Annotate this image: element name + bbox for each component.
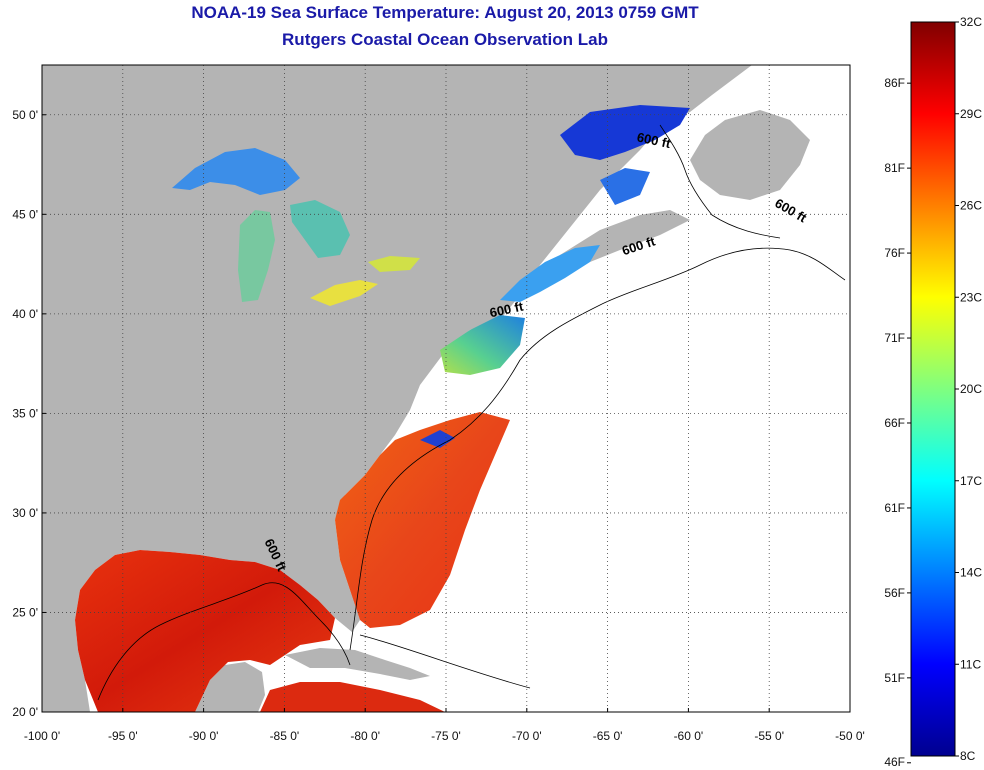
colorbar [910, 21, 956, 757]
sst-gulf-of-maine [500, 245, 600, 302]
lon-tick-label: -50 0' [835, 729, 865, 743]
sst-caribbean [260, 682, 445, 712]
sst-gulf-st-lawrence [560, 105, 690, 160]
lat-tick-label: 30 0' [12, 506, 38, 520]
lake-erie [310, 280, 378, 306]
lon-tick-label: -55 0' [754, 729, 784, 743]
lake-superior [172, 148, 300, 195]
colorbar-celsius-label: 20C [960, 382, 982, 396]
contour-label-600ft: 600 ft [636, 129, 673, 151]
colorbar-fahrenheit-label: 76F [884, 246, 905, 260]
land-cuba [285, 648, 430, 680]
graticule [41, 65, 851, 713]
sst-cold-patch [420, 430, 455, 448]
sst-gulf-of-mexico [75, 550, 335, 712]
colorbar-fahrenheit-label: 46F [884, 755, 905, 769]
colorbar-celsius-label: 23C [960, 290, 982, 304]
lake-ontario [368, 256, 420, 272]
colorbar-fahrenheit-label: 66F [884, 416, 905, 430]
depth-contours [97, 124, 846, 701]
lon-tick-label: -90 0' [189, 729, 219, 743]
sst-atlantic-warm [335, 412, 510, 628]
lat-tick-labels: 50 0' 45 0' 40 0' 35 0' 30 0' 25 0' 20 0' [12, 108, 38, 719]
lat-tick-label: 20 0' [12, 705, 38, 719]
lon-tick-label: -80 0' [350, 729, 380, 743]
colorbar-celsius-label: 14C [960, 566, 982, 580]
map-title: NOAA-19 Sea Surface Temperature: August … [191, 3, 699, 22]
lon-tick-label: -100 0' [24, 729, 60, 743]
map-subtitle: Rutgers Coastal Ocean Observation Lab [282, 30, 608, 49]
lon-tick-label: -75 0' [431, 729, 461, 743]
lon-tick-label: -95 0' [108, 729, 138, 743]
lon-tick-label: -85 0' [270, 729, 300, 743]
lon-tick-label: -70 0' [512, 729, 542, 743]
lat-tick-label: 25 0' [12, 605, 38, 619]
colorbar-fahrenheit-label: 71F [884, 331, 905, 345]
colorbar-celsius-labels: 32C 29C 26C 23C 20C 17C 14C 11C 8C [955, 15, 982, 763]
colorbar-celsius-label: 29C [960, 107, 982, 121]
colorbar-fahrenheit-labels: 86F 81F 76F 71F 66F 61F 56F 51F 46F [884, 76, 911, 769]
land-north-america [42, 65, 752, 712]
sst-st-lawrence-estuary [600, 168, 650, 205]
land-newfoundland [690, 110, 810, 200]
plot-frame [41, 64, 851, 713]
colorbar-fahrenheit-label: 51F [884, 671, 905, 685]
lon-tick-labels: -100 0' -95 0' -90 0' -85 0' -80 0' -75 0' -70… [24, 729, 865, 743]
colorbar-fahrenheit-label: 56F [884, 586, 905, 600]
colorbar-celsius-label: 26C [960, 199, 982, 213]
colorbar-fahrenheit-label: 86F [884, 76, 905, 90]
lake-michigan [238, 210, 275, 302]
colorbar-fahrenheit-label: 61F [884, 501, 905, 515]
land-yucatan [195, 662, 265, 712]
lon-tick-label: -65 0' [593, 729, 623, 743]
lat-tick-label: 45 0' [12, 207, 38, 221]
contour-label-600ft: 600 ft [488, 298, 525, 320]
colorbar-celsius-label: 17C [960, 474, 982, 488]
lon-tick-label: -60 0' [674, 729, 704, 743]
colorbar-fahrenheit-label: 81F [884, 161, 905, 175]
lat-tick-label: 35 0' [12, 406, 38, 420]
lat-tick-label: 40 0' [12, 307, 38, 321]
colorbar-celsius-label: 11C [960, 657, 981, 671]
lat-tick-label: 50 0' [12, 108, 38, 122]
colorbar-celsius-label: 8C [960, 749, 976, 763]
colorbar-celsius-label: 32C [960, 15, 982, 29]
sst-shelf-mid-atlantic [440, 315, 525, 375]
